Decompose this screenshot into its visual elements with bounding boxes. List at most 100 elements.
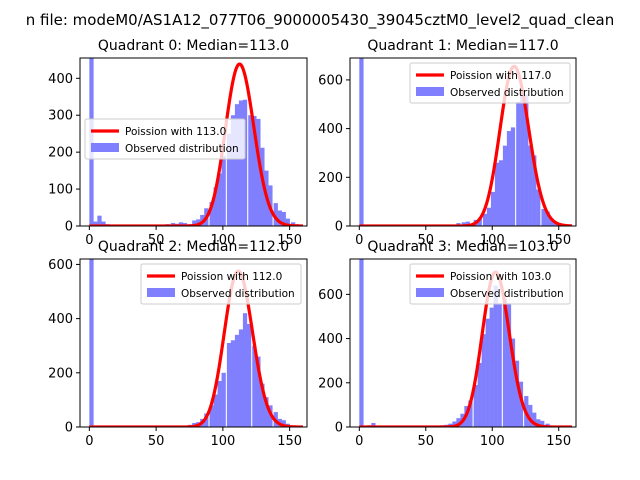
histogram-bar [359,58,364,226]
y-tick-label: 0 [65,220,73,235]
x-tick-label: 0 [355,233,363,248]
x-tick-label: 100 [480,434,505,449]
legend-bar-swatch [147,288,175,297]
histogram-bar [217,380,222,427]
legend-label: Poission with 113.0 [125,126,226,138]
histogram-bar [481,334,486,427]
legend: Poission with 103.0 Observed distribution [409,263,571,305]
legend-box [409,263,571,305]
histogram-bar [234,104,240,226]
poisson-curve [88,62,304,226]
axes-frame [79,57,308,227]
histogram-bar [221,372,226,427]
x-tick-label: 150 [546,434,571,449]
histogram-bar [256,356,261,427]
panel-title: Quadrant 3: Median=103.0 [367,239,558,255]
histogram-bar [482,213,488,226]
histogram-bar [252,115,257,226]
histogram-bar [93,221,98,226]
histogram-bar [452,421,457,427]
y-tick-label: 200 [48,366,73,381]
histogram-bar [502,145,508,226]
axes-frame [349,258,577,428]
histogram-bar [226,343,232,427]
y-tick-label: 300 [48,109,73,124]
histogram-bar [242,99,248,226]
histogram-bar [477,218,482,226]
x-tick-label: 0 [355,434,363,449]
legend-label: Observed distribution [450,87,564,99]
legend-label: Observed distribution [450,288,564,300]
histogram-bar [477,362,482,427]
x-tick-label: 0 [85,434,93,449]
legend-box [409,62,571,104]
histogram-bar [549,218,554,226]
histogram-bar [204,413,209,427]
histogram-bar [256,118,261,226]
histogram-bar [285,218,290,226]
histogram-bar [260,383,265,427]
histogram-bar [502,298,508,427]
histogram-bar [498,160,504,226]
histogram-bar [489,307,494,427]
plot-area [88,58,304,226]
histogram-bar [514,360,520,427]
plot-area [88,259,304,427]
panel-quadrant-2: Quadrant 2: Median=112.0 0 50 100 150 0 200 400… [48,239,308,449]
histogram-bar [532,412,537,427]
histogram-bar [238,100,244,226]
y-tick-label: 200 [318,376,343,391]
histogram-bar [461,222,466,226]
histogram-bar [485,318,490,427]
panel-title: Quadrant 0: Median=113.0 [98,38,289,54]
y-tick-label: 200 [318,171,343,186]
histogram-bar [97,215,102,226]
x-tick-label: 150 [546,233,571,248]
panel-title: Quadrant 2: Median=112.0 [98,239,289,255]
axes-frame [79,258,308,428]
legend-box [140,263,302,305]
histogram-bar [238,329,244,427]
histogram-bar [456,418,461,427]
histogram-bar [178,222,184,226]
histogram-bar [230,340,236,427]
histogram-bar [359,259,364,427]
histogram-bar [246,324,252,427]
histogram-bar [536,189,541,226]
y-tick-label: 0 [335,421,343,436]
histogram-bar [221,155,226,226]
histogram-bar [468,400,473,427]
histogram-bar [473,385,478,427]
histogram-bar [192,220,197,226]
histogram-bar [545,211,550,226]
y-tick-label: 400 [318,332,343,347]
y-tick-label: 100 [48,183,73,198]
histogram-bar [196,219,201,226]
y-tick-label: 0 [65,421,73,436]
histogram-bar [506,303,512,427]
histogram-bar [217,173,222,226]
histogram-bar [209,202,214,226]
histogram-bar [524,94,529,226]
x-tick-label: 50 [418,434,435,449]
histogram-bar [493,285,498,427]
legend: Poission with 117.0 Observed distribution [409,62,571,104]
histogram-bar [528,145,533,226]
histogram-bar [242,313,248,427]
y-tick-label: 400 [48,312,73,327]
histogram-bar [510,127,516,226]
histogram-bar [230,115,236,226]
x-tick-label: 150 [277,434,302,449]
histogram-bar [89,259,94,427]
legend-label: Poission with 117.0 [450,70,551,82]
histogram-bar [281,420,286,427]
panel-quadrant-0: Quadrant 0: Median=113.0 0 50 100 150 0 100 200… [48,38,308,248]
legend-label: Poission with 103.0 [450,271,551,283]
poisson-curve [358,270,573,427]
histogram-bar [528,404,533,427]
histogram-bar [234,334,240,427]
x-tick-label: 100 [210,233,235,248]
y-tick-label: 0 [335,220,343,235]
histogram-bar [101,221,106,226]
histogram-bar [518,381,524,427]
